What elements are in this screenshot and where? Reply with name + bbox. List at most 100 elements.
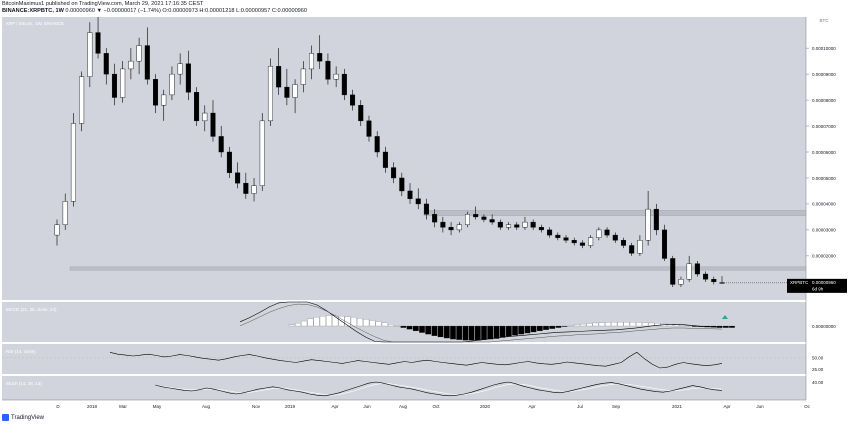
macd-hist-bar-neg — [400, 325, 407, 328]
macd-hist-bar-pos — [598, 322, 605, 327]
x-tick-label: Oc — [804, 404, 811, 409]
candle-down — [243, 182, 249, 194]
x-tick-label: Sep — [612, 404, 621, 409]
candle-down — [432, 214, 438, 223]
macd-hist-bar-pos — [679, 325, 686, 327]
x-tick-label: 2018 — [87, 404, 98, 409]
candle-down — [210, 112, 216, 137]
macd-hist-bar-neg — [536, 325, 543, 332]
candle-down — [194, 92, 200, 122]
macd-hist-bar-pos — [592, 322, 599, 327]
rsi-label: RSI (14, close) — [6, 349, 36, 354]
x-tick-label: Nov — [252, 404, 261, 409]
macd-hist-bar-pos — [307, 318, 314, 327]
macd-hist-bar-pos — [369, 320, 376, 327]
macd-hist-bar-neg — [729, 325, 735, 328]
x-tick-label: Apr — [331, 404, 339, 409]
rsi-y-tick-50: 50.00 — [812, 356, 824, 361]
rsi-y-tick-25: 25.00 — [812, 367, 824, 372]
macd-hist-bar-pos — [319, 316, 326, 327]
candle-up — [596, 229, 602, 238]
candle-down — [374, 136, 380, 153]
macd-hist-bar-neg — [450, 325, 456, 340]
candle-down — [218, 136, 224, 153]
zone-support — [69, 266, 807, 271]
candle-down — [604, 229, 610, 236]
macd-hist-bar-pos — [574, 324, 580, 327]
macd-hist-bar-neg — [530, 325, 537, 333]
x-tick-label: Apr — [528, 404, 536, 409]
macd-hist-bar-pos — [567, 325, 574, 327]
macd-hist-bar-pos — [673, 324, 680, 327]
candle-up — [267, 66, 273, 122]
candle-down — [711, 279, 717, 283]
stoch-k-line — [154, 381, 723, 397]
candle-down — [103, 53, 109, 75]
macd-hist-bar-neg — [456, 325, 463, 340]
macd-hist-bar-neg — [493, 325, 500, 339]
candle-up — [70, 123, 76, 202]
candle-down — [153, 79, 159, 106]
macd-hist-bar-neg — [468, 325, 475, 341]
candle-down — [382, 151, 388, 168]
candle-down — [547, 229, 553, 236]
macd-hist-bar-pos — [667, 323, 673, 327]
candle-down — [703, 273, 709, 280]
candle-up — [522, 221, 528, 228]
macd-hist-bar-neg — [425, 325, 432, 335]
stoch-y-tick: 40.00 — [812, 380, 824, 385]
macd-hist-bar-pos — [357, 318, 363, 327]
candle-up — [300, 68, 306, 85]
price-tag-countdown: 6d 9h — [812, 286, 824, 291]
x-tick-label: Oct — [432, 404, 440, 409]
candle-down — [185, 63, 191, 93]
candle-down — [612, 234, 618, 241]
macd-hist-bar-pos — [605, 322, 611, 327]
symbol-values-line: BINANCE:XRPBTC, 1W 0.00000960 ▼ −0.00000… — [2, 8, 307, 15]
candle-up — [161, 94, 167, 106]
price-tag-value: 0.00000960 — [812, 280, 836, 285]
candle-up — [87, 32, 93, 77]
macd-hist-bar-neg — [406, 325, 413, 330]
candle-down — [481, 216, 487, 220]
symbol-label: BINANCE:XRPBTC, 1W — [2, 8, 64, 14]
candle-down — [563, 237, 569, 241]
candle-up — [62, 201, 68, 225]
candle-down — [235, 172, 241, 184]
macd-hist-bar-neg — [474, 325, 481, 341]
candle-down — [366, 120, 372, 137]
candle-down — [341, 73, 347, 96]
candle-up — [79, 76, 85, 124]
candle-up — [588, 237, 594, 246]
macd-hist-bar-pos — [295, 323, 301, 327]
candle-down — [284, 86, 290, 98]
x-tick-label: May — [153, 404, 162, 409]
stoch-label: Stoch (14, 28, 14) — [6, 381, 42, 386]
macd-hist-bar-neg — [722, 325, 729, 328]
macd-hist-bar-pos — [642, 322, 649, 327]
candle-down — [653, 208, 659, 231]
candle-up — [136, 45, 142, 62]
macd-hist-bar-neg — [481, 325, 487, 340]
y-tick-label: 0.00003000 — [812, 228, 836, 233]
macd-hist-bar-pos — [629, 322, 636, 327]
candle-down — [473, 214, 479, 218]
candle-up — [506, 224, 512, 228]
pane-background-1 — [2, 302, 806, 342]
candle-down — [497, 221, 503, 228]
tradingview-logo-icon — [2, 414, 9, 421]
y-tick-label: 0.00006000 — [812, 150, 836, 155]
macd-hist-bar-pos — [381, 322, 388, 327]
candle-down — [620, 240, 626, 246]
x-tick-label: 2020 — [480, 404, 491, 409]
main-pane-title: XRP / Bitcoin, 1W, BINANCE — [6, 21, 64, 26]
published-line: BitcoinMaximus1 published on TradingView… — [2, 1, 204, 7]
candle-up — [292, 84, 298, 98]
candle-down — [571, 240, 577, 244]
macd-hist-bar-pos — [394, 325, 401, 327]
x-tick-label: Apr — [723, 404, 731, 409]
candle-up — [169, 73, 175, 96]
macd-hist-bar-pos — [580, 323, 587, 327]
x-tick-label: 2019 — [285, 404, 296, 409]
